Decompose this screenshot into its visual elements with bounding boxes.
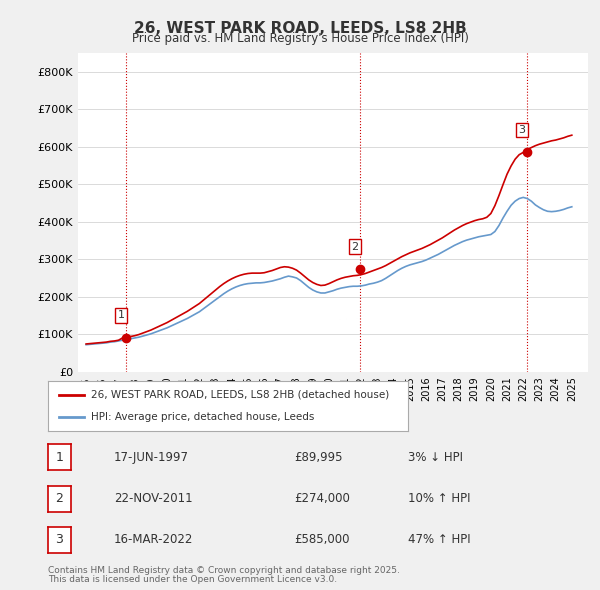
Text: 2: 2 [351,241,358,251]
Text: This data is licensed under the Open Government Licence v3.0.: This data is licensed under the Open Gov… [48,575,337,584]
Text: £89,995: £89,995 [294,451,343,464]
Text: 16-MAR-2022: 16-MAR-2022 [114,533,193,546]
Text: 2: 2 [55,492,64,505]
Text: HPI: Average price, detached house, Leeds: HPI: Average price, detached house, Leed… [91,412,314,422]
Text: 3% ↓ HPI: 3% ↓ HPI [408,451,463,464]
Text: 17-JUN-1997: 17-JUN-1997 [114,451,189,464]
Text: 26, WEST PARK ROAD, LEEDS, LS8 2HB: 26, WEST PARK ROAD, LEEDS, LS8 2HB [134,21,466,35]
Text: 3: 3 [518,125,525,135]
Text: 1: 1 [55,451,64,464]
Text: Price paid vs. HM Land Registry's House Price Index (HPI): Price paid vs. HM Land Registry's House … [131,32,469,45]
Text: 26, WEST PARK ROAD, LEEDS, LS8 2HB (detached house): 26, WEST PARK ROAD, LEEDS, LS8 2HB (deta… [91,389,389,399]
Text: 22-NOV-2011: 22-NOV-2011 [114,492,193,505]
Text: £585,000: £585,000 [294,533,349,546]
Text: 10% ↑ HPI: 10% ↑ HPI [408,492,470,505]
Text: Contains HM Land Registry data © Crown copyright and database right 2025.: Contains HM Land Registry data © Crown c… [48,566,400,575]
Text: £274,000: £274,000 [294,492,350,505]
Text: 47% ↑ HPI: 47% ↑ HPI [408,533,470,546]
Text: 1: 1 [118,310,125,320]
Text: 3: 3 [55,533,64,546]
